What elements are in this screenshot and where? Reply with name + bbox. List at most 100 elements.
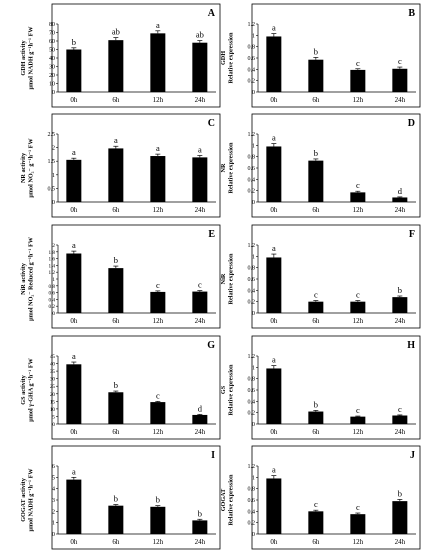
y-axis-label: GOGAT activityμmol NADH g⁻¹h⁻¹ FW — [20, 468, 35, 532]
y-tick-label: 0 — [52, 422, 55, 428]
y-tick-label: 0.8 — [49, 284, 56, 290]
bar — [392, 68, 408, 92]
bar — [108, 268, 124, 313]
panel-letter: C — [208, 118, 215, 129]
bar — [192, 291, 208, 313]
bar — [308, 160, 324, 202]
significance-letter: c — [356, 180, 360, 190]
significance-letter: a — [272, 23, 276, 33]
significance-letter: ab — [196, 30, 204, 40]
bar — [192, 42, 208, 92]
y-tick-label: 0.8 — [248, 377, 256, 383]
y-tick-label: 80 — [49, 22, 55, 28]
x-tick-label: 6h — [112, 206, 120, 214]
y-axis-label: NR activityμmol NO₂⁻ g⁻¹h⁻¹ FW — [20, 138, 35, 198]
panel-letter: H — [407, 340, 415, 351]
significance-letter: b — [114, 380, 118, 390]
panel-frame — [51, 335, 221, 440]
significance-letter: a — [72, 466, 76, 476]
y-tick-label: 1.2 — [248, 464, 256, 470]
y-tick-label: 0.6 — [248, 166, 256, 172]
x-tick-label: 0h — [270, 428, 278, 436]
x-tick-label: 0h — [70, 428, 78, 436]
x-tick-label: 24h — [395, 428, 406, 436]
y-tick-label: 0 — [252, 532, 255, 538]
y-tick-label: 6 — [52, 464, 55, 470]
significance-letter: c — [314, 290, 318, 300]
y-tick-label: 3 — [52, 498, 55, 504]
panel-E: 00.20.40.60.811.21.41.61.82 a 0h b 6h c 12h c 24… — [20, 224, 221, 329]
bar — [266, 368, 282, 424]
significance-letter: b — [314, 399, 318, 409]
x-tick-label: 24h — [395, 317, 406, 325]
significance-letter: a — [72, 240, 76, 250]
y-tick-label: 1.8 — [49, 250, 56, 256]
significance-letter: a — [272, 355, 276, 365]
y-tick-label: 0 — [52, 90, 55, 96]
bar — [66, 253, 82, 313]
y-tick-label: 0.8 — [248, 45, 256, 51]
y-tick-label: 1 — [252, 365, 255, 371]
y-tick-label: 10 — [50, 407, 56, 413]
x-tick-label: 12h — [153, 428, 164, 436]
significance-letter: a — [198, 144, 202, 154]
bar — [108, 148, 124, 202]
bar — [108, 392, 124, 424]
bar — [66, 479, 82, 534]
significance-letter: c — [398, 404, 402, 414]
y-tick-label: 0.2 — [248, 189, 256, 195]
bar — [192, 414, 208, 424]
y-tick-label: 1.2 — [49, 270, 56, 276]
x-tick-label: 12h — [153, 317, 164, 325]
panel-B: 0 0.2 0.4 0.6 0.8 1 1.2 a 0h b 6h c 12h c 24h B GDHRelat… — [220, 3, 421, 108]
y-tick-label: 5 — [52, 414, 55, 420]
significance-letter: a — [156, 20, 160, 30]
x-tick-label: 6h — [112, 428, 120, 436]
significance-letter: d — [198, 403, 203, 413]
bar — [66, 364, 82, 424]
y-axis-label: NiR activityμmol NO₂⁻ Reduced g⁻¹h⁻¹ FW — [20, 236, 35, 321]
significance-letter: b — [398, 285, 402, 295]
x-tick-label: 12h — [353, 96, 364, 104]
bar — [150, 506, 166, 534]
significance-letter: b — [72, 37, 76, 47]
y-tick-label: 0.2 — [248, 300, 256, 306]
x-tick-label: 24h — [195, 538, 206, 546]
panel-frame — [251, 3, 421, 108]
x-tick-label: 6h — [112, 96, 120, 104]
x-tick-label: 12h — [353, 206, 364, 214]
y-tick-label: 0.6 — [248, 498, 256, 504]
panel-frame — [51, 3, 221, 108]
y-tick-label: 45 — [50, 354, 56, 360]
y-tick-label: 1 — [252, 33, 255, 39]
bar — [150, 156, 166, 202]
panel-frame — [51, 113, 221, 218]
y-tick-label: 10 — [49, 82, 55, 88]
x-tick-label: 6h — [312, 206, 320, 214]
significance-letter: a — [272, 465, 276, 475]
y-tick-label: 0.6 — [248, 277, 256, 283]
y-tick-label: 1 — [252, 143, 255, 149]
x-tick-label: 6h — [112, 538, 120, 546]
bar — [150, 291, 166, 313]
x-tick-label: 24h — [195, 428, 206, 436]
y-tick-label: 40 — [50, 362, 56, 368]
bar — [350, 301, 366, 313]
y-tick-label: 2 — [52, 146, 55, 152]
significance-letter: a — [114, 135, 118, 145]
y-tick-label: 0 — [252, 422, 255, 428]
y-tick-label: 0.5 — [48, 186, 56, 192]
bar — [266, 478, 282, 534]
x-tick-label: 24h — [395, 96, 406, 104]
panel-D: 0 0.2 0.4 0.6 0.8 1 1.2 a 0h b 6h c 12h d 24h D NRRelati… — [220, 113, 421, 218]
y-tick-label: 0.4 — [248, 67, 256, 73]
panel-letter: B — [408, 8, 415, 19]
y-tick-label: 60 — [49, 39, 55, 45]
y-tick-label: 40 — [49, 56, 55, 62]
y-axis-label: NiRRelative expression — [220, 253, 235, 304]
y-tick-label: 1.6 — [49, 257, 56, 263]
significance-letter: b — [398, 488, 402, 498]
y-axis-label: GSRelative expression — [220, 364, 235, 415]
y-tick-label: 20 — [50, 392, 56, 398]
